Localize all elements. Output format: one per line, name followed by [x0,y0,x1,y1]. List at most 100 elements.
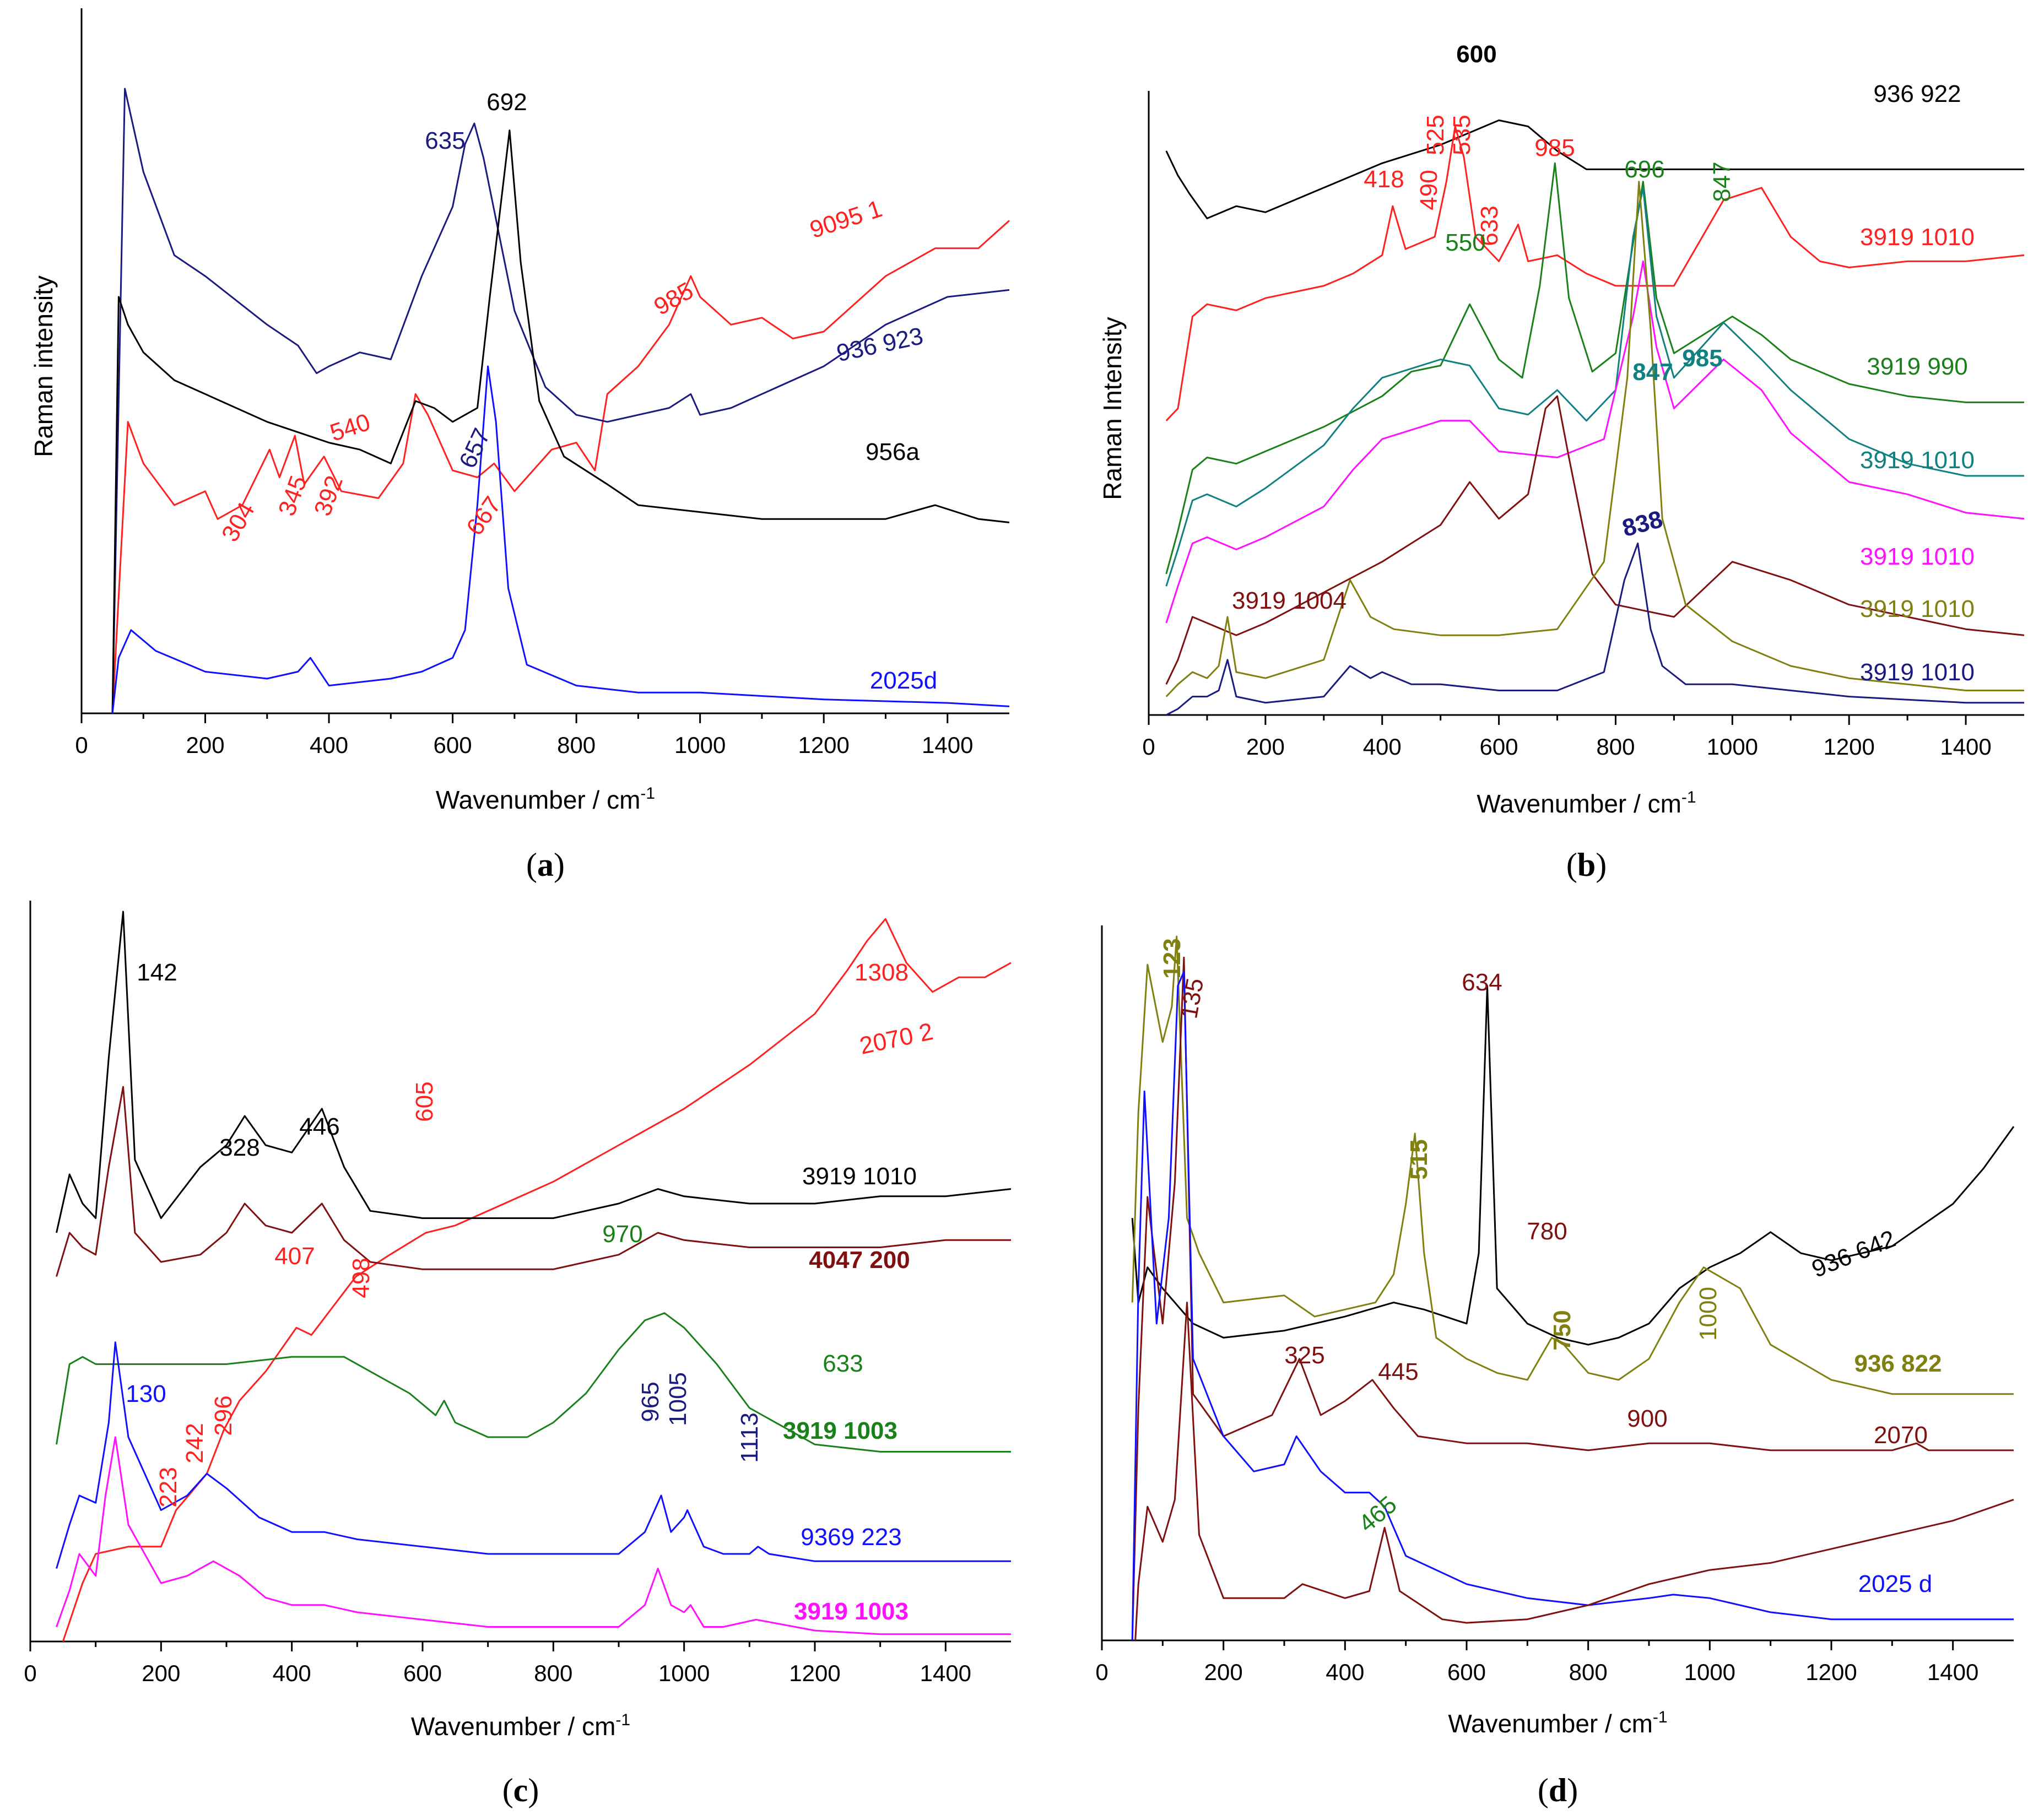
x-tick-label: 1400 [1940,734,1991,760]
series-label: 3919 1010 [1860,543,1975,570]
x-axis-title: Wavenumber / cm-1 [411,1711,630,1741]
chart-panel-2: 0 200 400 600 800 1000 1200 1400 Wavenumber / cm… [1098,41,2025,883]
series-label: 936 642 [1808,1225,1900,1283]
x-tick-label: 800 [1569,1659,1608,1685]
series-label: 3919 1004 [1232,587,1347,614]
x-axis-title-superscript: -1 [640,784,655,803]
peak-annotation: 135 [1175,976,1209,1021]
x-axis-title-superscript: -1 [615,1711,630,1729]
series-label: 936 822 [1854,1350,1942,1377]
series-label: 4047 200 [809,1247,910,1274]
x-tick-label: 800 [557,732,596,758]
panel-label: (a) [526,847,565,883]
x-tick-label: 1400 [920,1660,971,1686]
series-label: 3919 1010 [1860,447,1975,474]
series-line-4 [56,1312,1011,1453]
x-tick-label: 200 [186,732,224,758]
peak-annotation: 696 [1624,156,1664,183]
series-label: 2025d [870,667,937,694]
x-tick-label: 0 [1142,734,1155,760]
panel-label: (d) [1538,1772,1578,1808]
peak-annotation: 242 [181,1423,208,1463]
x-tick-label: 400 [273,1660,311,1686]
x-tick-label: 1400 [922,732,973,758]
peak-annotation: 847 [1632,359,1673,386]
peak-annotation: 304 [217,498,260,546]
series-label: 3919 1003 [794,1598,909,1625]
series-label: 936 922 [1873,80,1961,107]
x-tick-label: 400 [1326,1659,1364,1685]
series-line-8 [1166,542,2024,716]
peak-annotation: 965 [637,1381,664,1422]
x-tick-label: 1200 [789,1660,840,1686]
x-tick-label: 200 [142,1660,180,1686]
panel-label: (b) [1566,847,1607,883]
series-label: 9095 1 [807,195,885,243]
x-axis-title: Wavenumber / cm-1 [436,784,655,814]
peak-annotation: 847 [1708,161,1735,202]
peak-annotation: 445 [1378,1358,1418,1385]
x-tick-label: 400 [1363,734,1402,760]
series-line-2 [111,88,1010,714]
panel-letter: c [513,1772,528,1808]
x-tick-label: 1000 [1684,1659,1735,1685]
y-axis-title: Raman intensity [29,275,58,457]
peak-annotation: 667 [461,492,506,540]
series-label: 2070 [1874,1422,1928,1449]
peak-annotation: 550 [1445,229,1485,256]
peak-annotation: 1000 [1695,1287,1722,1341]
series-line-1 [62,918,1012,1642]
series-line-3 [1165,162,2024,575]
series-label: 2070 2 [857,1018,936,1060]
panel-label: (c) [502,1772,539,1808]
peak-annotation: 985 [1682,345,1722,372]
series-line-7 [1165,181,2024,697]
series-label: 3919 1010 [1860,595,1975,622]
x-tick-label: 600 [403,1660,442,1686]
peak-annotation: 838 [1619,506,1666,542]
x-axis-title-superscript: -1 [1681,788,1696,806]
series-line-5 [1134,1302,2014,1641]
x-axis-title-superscript: -1 [1653,1708,1668,1726]
peak-annotation: 985 [1534,134,1575,161]
series-line-4 [1165,187,2024,587]
series-label: 3919 990 [1867,353,1968,380]
peak-annotation: 1005 [664,1372,691,1426]
x-tick-label: 1400 [1927,1659,1978,1685]
peak-annotation: 970 [602,1221,642,1248]
series-line-4 [1131,971,2014,1641]
series-line-5 [1165,260,2025,624]
panel-letter: a [537,847,554,883]
peak-annotation: 985 [650,277,698,321]
x-tick-label: 800 [1596,734,1635,760]
x-tick-label: 1200 [1823,734,1874,760]
chart-panel-3: 0 200 400 600 800 1000 1200 1400 Wavenumber / cm… [24,901,1012,1808]
peak-annotation: 325 [1284,1342,1324,1369]
peak-annotation: 490 [1415,170,1442,210]
peak-annotation: 515 [1405,1139,1432,1179]
series-line-2 [56,911,1012,1233]
peak-annotation: 223 [155,1467,182,1507]
peak-annotation: 900 [1627,1405,1667,1432]
series-line-4 [111,365,1010,714]
panel-letter: d [1549,1772,1567,1808]
peak-annotation: 123 [1159,938,1186,978]
series-line-6 [1165,395,2025,685]
x-tick-label: 600 [434,732,472,758]
series-label: 3919 1003 [783,1417,897,1444]
series-line-2 [1131,935,2014,1395]
peak-annotation: 392 [309,472,348,519]
series-label: 3919 1010 [1860,659,1975,686]
peak-annotation: 1308 [855,959,909,986]
x-tick-label: 400 [310,732,348,758]
x-tick-label: 200 [1246,734,1285,760]
peak-annotation: 600 [1456,41,1496,68]
x-axis-title: Wavenumber / cm-1 [1477,788,1696,818]
x-tick-label: 800 [534,1660,572,1686]
x-tick-label: 600 [1480,734,1518,760]
x-tick-label: 1000 [1707,734,1758,760]
peak-annotation: 1113 [736,1412,763,1462]
peak-annotation: 345 [273,472,312,519]
x-tick-label: 0 [1095,1659,1108,1685]
